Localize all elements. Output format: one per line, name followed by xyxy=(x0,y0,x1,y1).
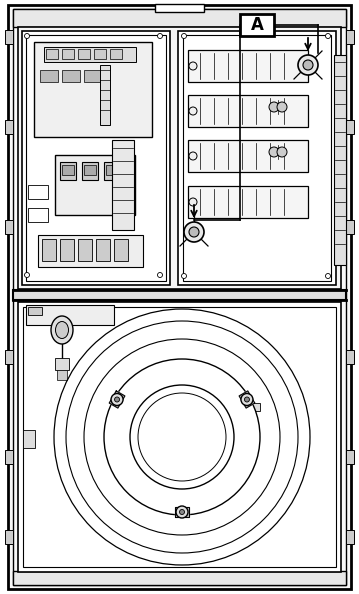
Bar xyxy=(62,49,74,59)
Bar xyxy=(346,30,354,44)
Circle shape xyxy=(180,510,185,514)
Circle shape xyxy=(277,102,287,112)
Bar xyxy=(18,27,341,289)
Bar xyxy=(40,70,58,82)
Text: A: A xyxy=(251,16,264,34)
Circle shape xyxy=(277,147,287,157)
Bar xyxy=(5,220,13,234)
Circle shape xyxy=(303,60,313,70)
Circle shape xyxy=(189,198,197,206)
Bar xyxy=(28,307,42,315)
Bar xyxy=(334,55,346,265)
Bar xyxy=(5,30,13,44)
Circle shape xyxy=(189,107,197,115)
Bar xyxy=(44,47,136,62)
Circle shape xyxy=(326,33,331,39)
Bar xyxy=(114,239,128,261)
Circle shape xyxy=(184,222,204,242)
Circle shape xyxy=(189,62,197,70)
Bar xyxy=(94,49,106,59)
Bar xyxy=(23,307,336,567)
Bar xyxy=(240,14,274,36)
Bar xyxy=(346,120,354,134)
Bar xyxy=(34,42,152,137)
Bar xyxy=(57,370,67,380)
Bar xyxy=(26,305,114,325)
Bar xyxy=(250,403,260,411)
Bar xyxy=(13,290,346,300)
Bar xyxy=(106,165,118,175)
Bar xyxy=(110,49,122,59)
Bar xyxy=(60,162,76,180)
Circle shape xyxy=(158,33,163,39)
Circle shape xyxy=(182,273,186,279)
Circle shape xyxy=(24,33,29,39)
Bar xyxy=(62,165,74,175)
Circle shape xyxy=(24,273,29,277)
Bar xyxy=(346,350,354,364)
Bar xyxy=(5,530,13,544)
Circle shape xyxy=(241,393,253,406)
Bar xyxy=(178,31,336,285)
Ellipse shape xyxy=(264,98,292,116)
Circle shape xyxy=(104,359,260,515)
Polygon shape xyxy=(239,391,255,408)
Bar xyxy=(84,70,102,82)
Polygon shape xyxy=(175,507,189,517)
Bar xyxy=(28,208,48,222)
Bar xyxy=(346,450,354,464)
Circle shape xyxy=(269,147,279,157)
Bar xyxy=(23,430,35,448)
Ellipse shape xyxy=(56,321,69,339)
Bar xyxy=(188,140,308,172)
Bar xyxy=(13,9,346,27)
Bar xyxy=(78,239,92,261)
Bar xyxy=(112,140,134,230)
Bar xyxy=(42,239,56,261)
Bar xyxy=(38,235,143,267)
Bar xyxy=(22,31,170,285)
Bar xyxy=(5,450,13,464)
Bar xyxy=(78,49,90,59)
Circle shape xyxy=(189,152,197,160)
Bar xyxy=(18,302,341,572)
Circle shape xyxy=(269,102,279,112)
Bar xyxy=(62,70,80,82)
Bar xyxy=(26,35,166,281)
Bar xyxy=(188,95,308,127)
Bar xyxy=(82,162,98,180)
Circle shape xyxy=(298,55,318,75)
Circle shape xyxy=(326,273,331,279)
Circle shape xyxy=(111,393,123,406)
Circle shape xyxy=(130,385,234,489)
Bar xyxy=(183,35,331,281)
Bar xyxy=(100,65,110,125)
Bar xyxy=(346,220,354,234)
Bar xyxy=(188,186,308,218)
Bar xyxy=(28,185,48,199)
Bar xyxy=(55,155,135,215)
Ellipse shape xyxy=(264,143,292,161)
Bar xyxy=(96,239,110,261)
Bar xyxy=(346,530,354,544)
Bar xyxy=(5,120,13,134)
Circle shape xyxy=(189,227,199,237)
Bar xyxy=(155,4,204,12)
Circle shape xyxy=(115,397,120,402)
Bar xyxy=(84,165,96,175)
Circle shape xyxy=(182,33,186,39)
Circle shape xyxy=(176,506,188,518)
Bar xyxy=(60,239,74,261)
Bar xyxy=(188,50,308,82)
Bar xyxy=(104,162,120,180)
Ellipse shape xyxy=(51,316,73,344)
Circle shape xyxy=(244,397,250,402)
Circle shape xyxy=(158,273,163,277)
Bar xyxy=(55,358,69,370)
Bar xyxy=(13,571,346,585)
Polygon shape xyxy=(109,391,125,408)
Bar xyxy=(5,350,13,364)
Bar xyxy=(46,49,58,59)
